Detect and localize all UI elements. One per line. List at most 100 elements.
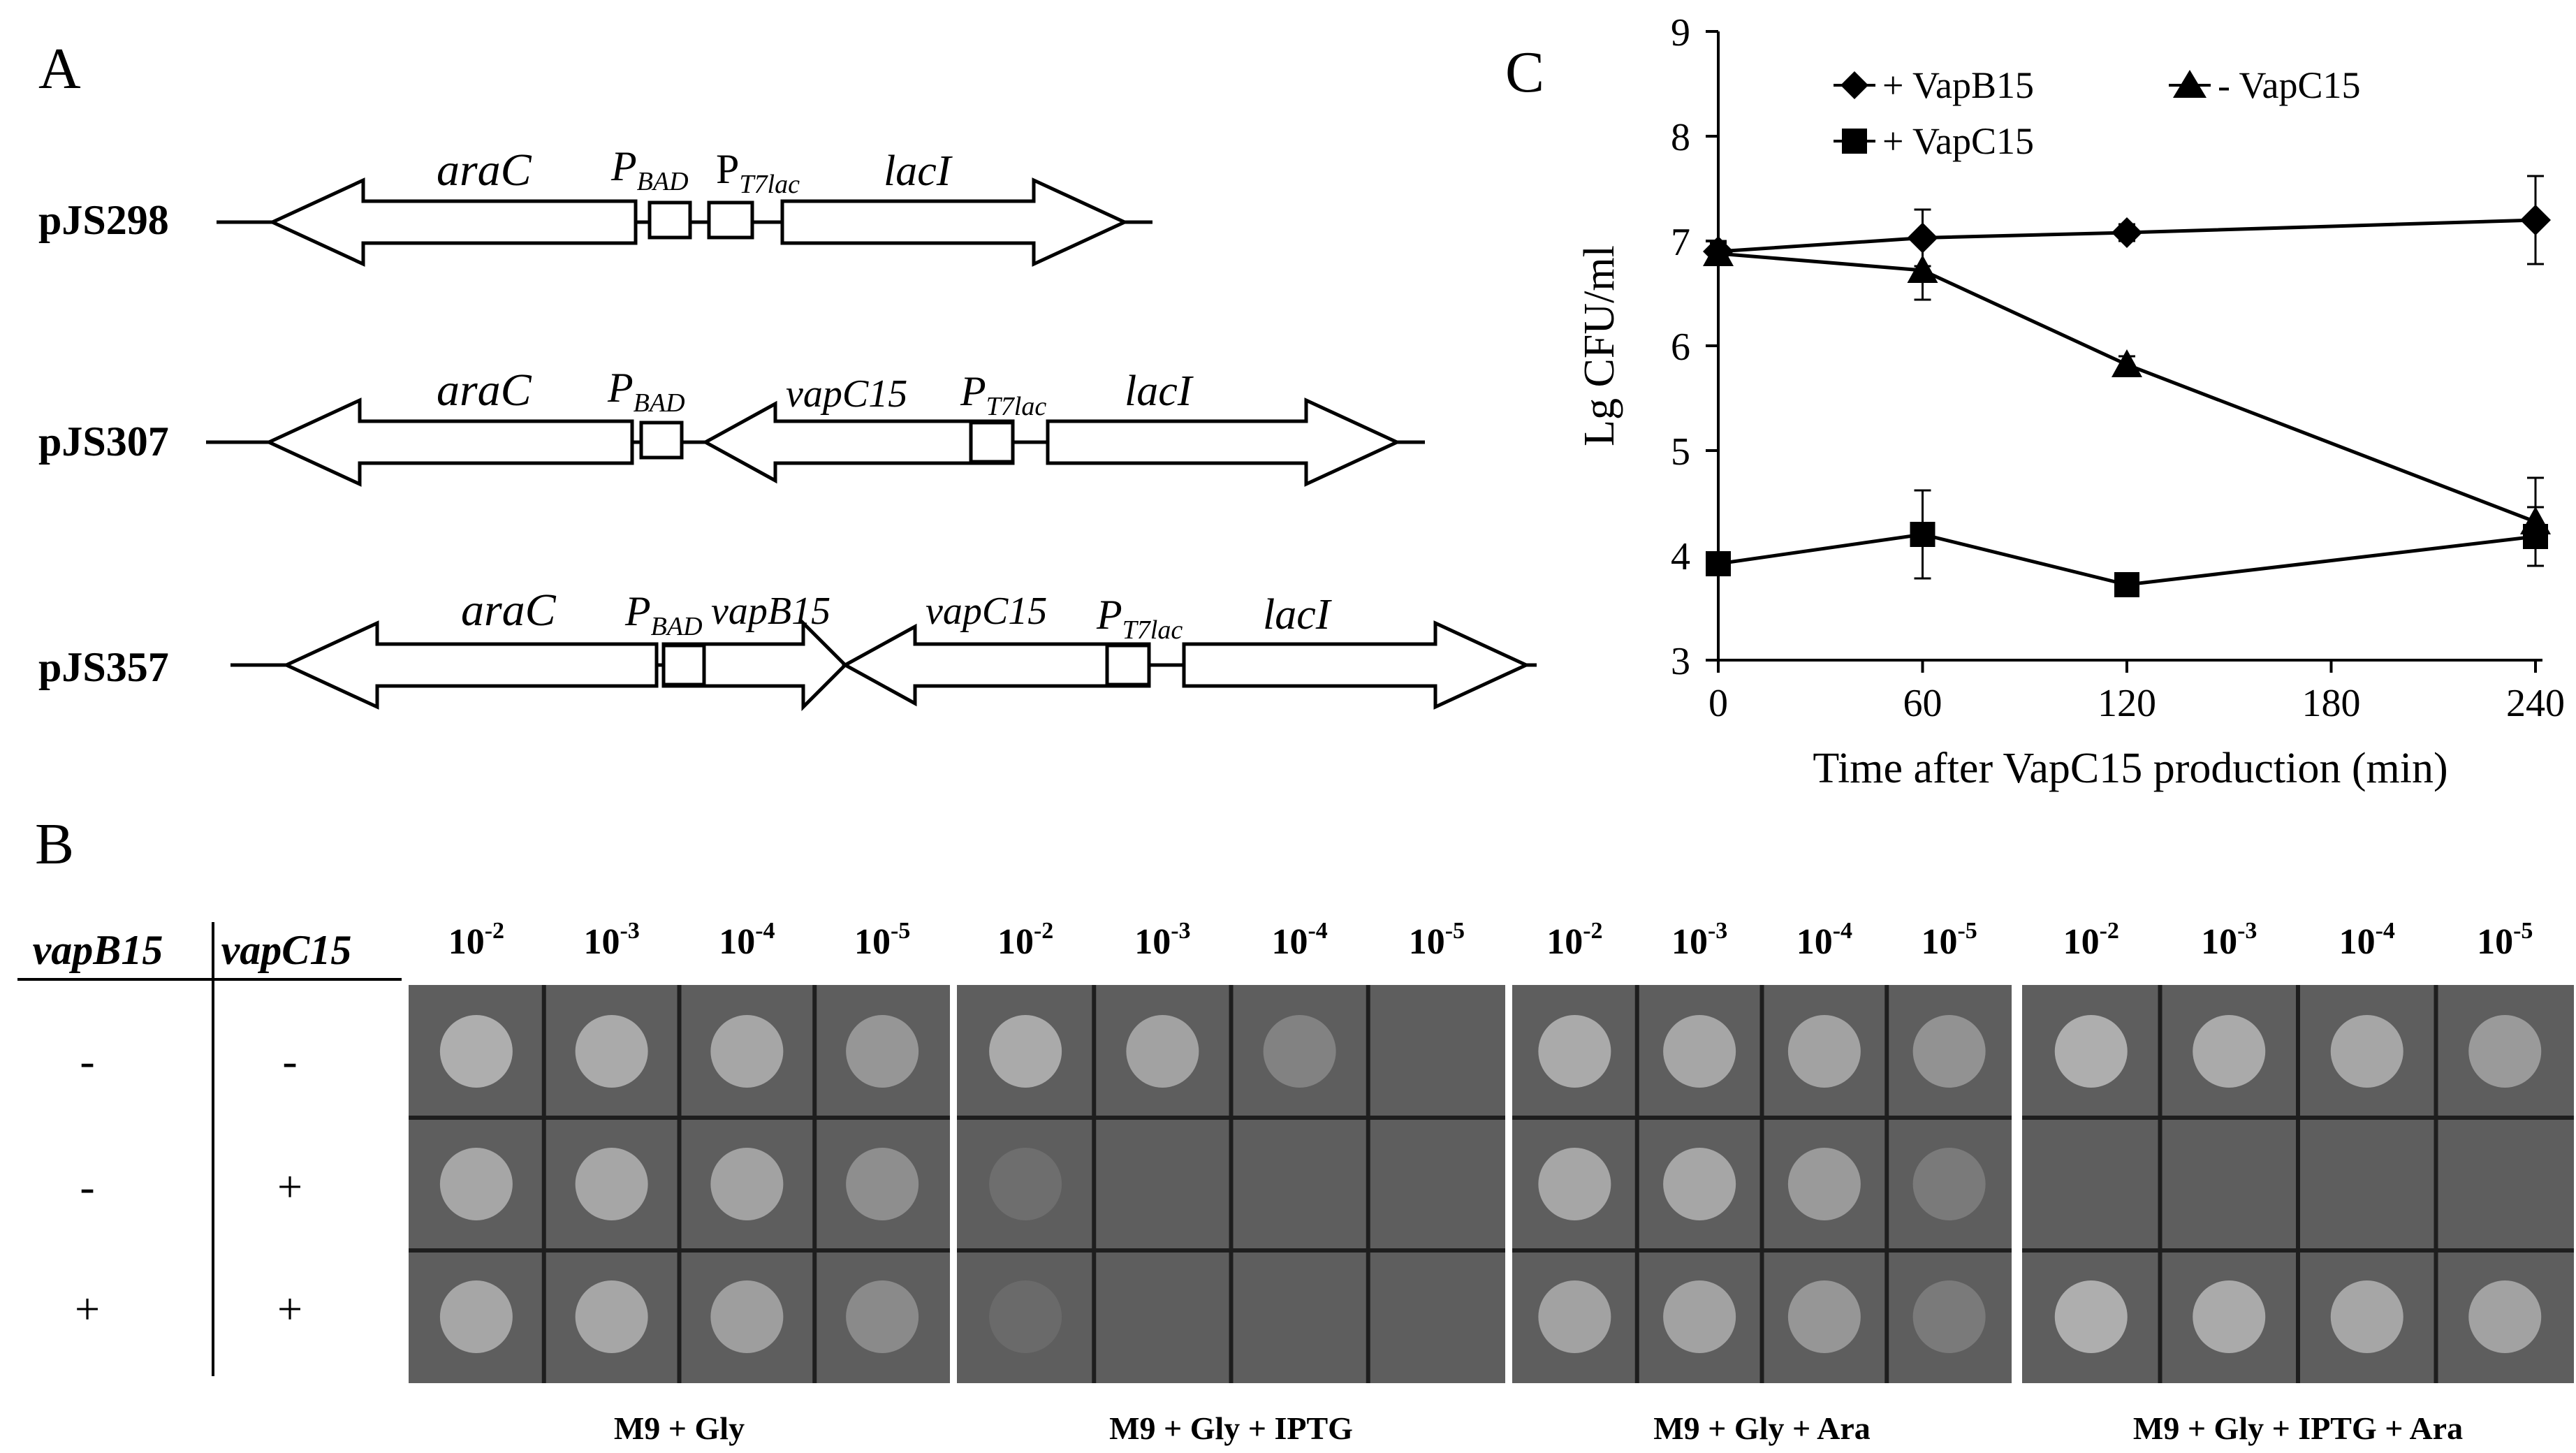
genotype-vapb15-value: - <box>80 1036 94 1086</box>
laci-gene-arrow <box>1046 397 1401 487</box>
colony-spot <box>575 1148 648 1220</box>
x-axis-label: Time after VapC15 production (min) <box>1813 745 2447 792</box>
data-point-triangle <box>1703 238 1734 266</box>
dilution-label: 10-3 <box>1671 918 1727 962</box>
plasmid-name: pJS298 <box>38 197 169 243</box>
pt7lac-promoter-box <box>1105 643 1151 687</box>
legend-label: + VapC15 <box>1882 120 2034 162</box>
dilution-label: 10-3 <box>583 918 639 962</box>
legend-marker-triangle <box>2173 70 2207 98</box>
colony-spot <box>2330 1015 2403 1088</box>
colony-spot <box>710 1148 784 1220</box>
gene-label-vapc15: vapC15 <box>786 372 907 416</box>
gene-label-arac: araC <box>461 585 557 636</box>
genotype-header-vapb15: vapB15 <box>33 927 163 973</box>
colony-spot <box>2193 1015 2266 1088</box>
promoter-label-pbad: PBAD <box>610 143 689 196</box>
y-tick-label: 4 <box>1671 535 1690 578</box>
plate-label: M9 + Gly + IPTG <box>1109 1410 1353 1446</box>
y-tick-label: 8 <box>1671 116 1690 159</box>
colony-spot <box>1787 1148 1861 1220</box>
vapc15-gene-arrow <box>841 623 1151 707</box>
promoter-label-pt7lac: PT7lac <box>1096 592 1183 645</box>
plasmid-maps: pJS298 araC PBAD PT7lac lacI pJS307 araC… <box>38 143 1537 712</box>
laci-gene-arrow <box>780 177 1129 267</box>
colony-spot <box>2468 1015 2542 1088</box>
plasmid-map-pjs307 <box>206 397 1425 487</box>
dilution-label: 10-5 <box>1921 918 1977 962</box>
series-line <box>1718 251 2536 524</box>
agar-plate: 10-2 10-3 10-4 10-5 M9 + Gly <box>409 918 950 1446</box>
dilution-label: 10-2 <box>997 918 1053 962</box>
plate-label: M9 + Gly <box>614 1410 745 1446</box>
data-point-diamond <box>1907 222 1938 254</box>
legend-marker-diamond <box>1840 71 1868 99</box>
y-tick-label: 7 <box>1671 221 1690 264</box>
colony-spot <box>989 1015 1062 1088</box>
y-ticks: 3 4 5 6 7 8 9 <box>1671 11 1718 683</box>
legend: + VapB15 + VapC15 - VapC15 <box>1834 64 2361 162</box>
plasmid-map-pjs298 <box>217 177 1152 267</box>
legend-label: - VapC15 <box>2218 64 2361 106</box>
dilution-label: 10-2 <box>448 918 504 962</box>
data-point-square <box>1910 522 1935 547</box>
colony-spot <box>575 1015 648 1088</box>
x-tick-label: 180 <box>2302 682 2361 725</box>
dilution-label: 10-2 <box>2063 918 2119 962</box>
colony-spot <box>989 1148 1062 1220</box>
gene-label-laci: lacI <box>1125 367 1194 415</box>
dilution-label: 10-4 <box>2339 918 2395 962</box>
colony-spot <box>989 1280 1062 1353</box>
data-point-square <box>1706 551 1731 576</box>
colony-spot <box>710 1280 784 1353</box>
colony-spot <box>1787 1015 1861 1088</box>
genotype-header-vapc15: vapC15 <box>221 927 352 973</box>
viability-chart: 3 4 5 6 7 8 9 0 60 120 180 240 Lg CFU/ml Time afte… <box>1576 11 2565 792</box>
dilution-label: 10-4 <box>719 918 775 962</box>
gene-label-arac: araC <box>437 145 532 196</box>
colony-spot <box>1787 1280 1861 1353</box>
series-group <box>1703 175 2551 597</box>
genotype-vapc15-value: + <box>277 1162 302 1211</box>
dilution-label: 10-5 <box>2477 918 2533 962</box>
data-point-triangle <box>2112 349 2142 377</box>
axes <box>1717 31 2542 662</box>
dilution-label: 10-5 <box>1409 918 1465 962</box>
plasmid-name: pJS357 <box>38 644 169 690</box>
genotype-vapc15-value: - <box>282 1036 297 1086</box>
dilution-label: 10-3 <box>2201 918 2257 962</box>
data-point-diamond <box>2520 205 2551 235</box>
y-tick-label: 5 <box>1671 430 1690 474</box>
genotype-table: vapB15 vapC15 - - - + + + <box>17 922 402 1376</box>
series-triangle <box>1703 238 2551 567</box>
colony-spot <box>1912 1015 1986 1088</box>
series-square <box>1706 489 2548 597</box>
dilution-label: 10-5 <box>854 918 910 962</box>
x-tick-label: 240 <box>2506 682 2565 725</box>
dilution-label: 10-4 <box>1271 918 1327 962</box>
plate-label: M9 + Gly + Ara <box>1653 1410 1871 1446</box>
plasmid-name: pJS307 <box>38 418 169 465</box>
promoter-label-pbad: PBAD <box>607 365 685 418</box>
dilution-label: 10-4 <box>1796 918 1852 962</box>
y-axis-label: Lg CFU/ml <box>1576 245 1623 446</box>
x-tick-label: 120 <box>2098 682 2156 725</box>
gene-label-arac: araC <box>437 365 532 416</box>
promoter-label-pbad: PBAD <box>624 588 703 641</box>
x-ticks: 0 60 120 180 240 <box>1708 660 2565 725</box>
panel-c-letter: C <box>1505 40 1545 105</box>
legend-label: + VapB15 <box>1882 64 2034 106</box>
laci-gene-arrow <box>1182 620 1530 710</box>
genotype-vapc15-value: + <box>277 1284 302 1334</box>
pt7lac-promoter-box <box>707 200 754 240</box>
colony-spot <box>2468 1280 2542 1353</box>
colony-spot <box>2054 1015 2128 1088</box>
plate-label: M9 + Gly + IPTG + Ara <box>2133 1410 2463 1446</box>
data-point-diamond <box>2112 217 2142 248</box>
colony-spot <box>846 1148 919 1220</box>
colony-spot <box>1538 1148 1611 1220</box>
colony-spot <box>1538 1015 1611 1088</box>
x-tick-label: 60 <box>1903 682 1942 725</box>
colony-spot <box>710 1015 784 1088</box>
colony-spot <box>2054 1280 2128 1353</box>
